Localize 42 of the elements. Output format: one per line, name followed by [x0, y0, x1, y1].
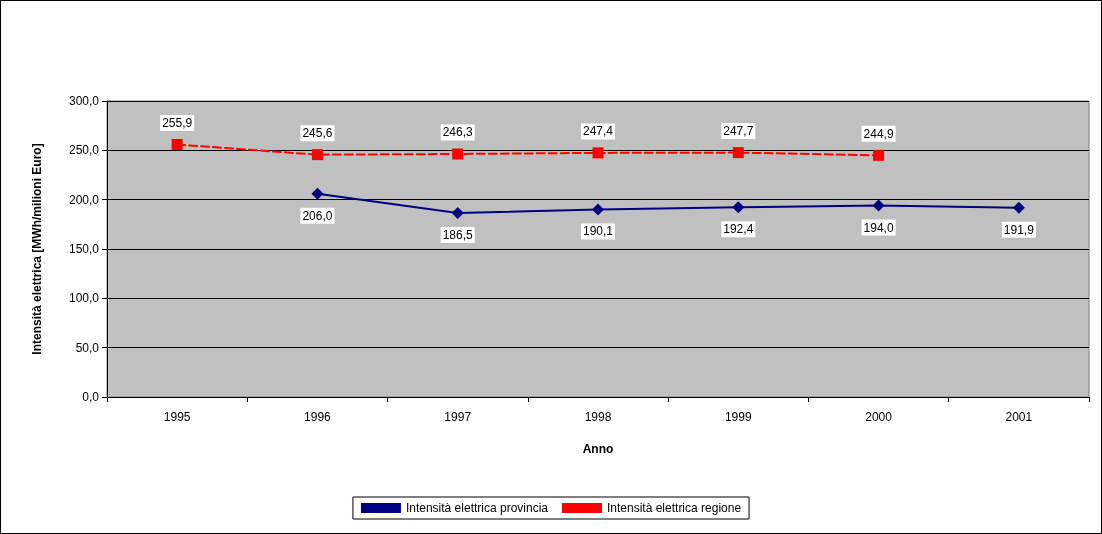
point — [592, 147, 604, 159]
data-label: 186,5 — [442, 227, 474, 242]
y-tick-label: 250,0 — [68, 143, 100, 158]
point — [311, 149, 323, 161]
legend-label: Intensità elettrica regione — [607, 501, 742, 515]
point — [873, 149, 885, 161]
data-label: 245,6 — [302, 126, 333, 141]
data-label: 194,0 — [863, 220, 894, 235]
x-tick-label: 1995 — [163, 410, 191, 424]
point — [452, 148, 464, 160]
x-tick-label: 1996 — [304, 410, 332, 424]
point — [171, 139, 183, 151]
y-tick-label: 0,0 — [82, 390, 100, 404]
data-label: 190,1 — [582, 224, 614, 239]
point — [311, 187, 324, 200]
legend-label: Intensità elettrica provincia — [405, 501, 549, 515]
y-tick-label: 300,0 — [68, 94, 100, 108]
point — [732, 201, 745, 214]
data-label: 246,3 — [442, 125, 474, 140]
data-label: 191,9 — [1003, 222, 1035, 237]
y-tick-label: 50,0 — [75, 340, 100, 355]
y-tick-label: 100,0 — [68, 291, 100, 306]
x-tick-label: 2000 — [865, 410, 893, 424]
y-axis-title: Intensità elettrica [MWh/milioni Euro] — [30, 143, 44, 355]
y-tick-label: 200,0 — [68, 192, 100, 207]
x-axis-title: Anno — [582, 442, 614, 456]
point — [872, 199, 885, 212]
point — [592, 203, 604, 216]
x-tick-label: 2001 — [1005, 410, 1033, 424]
x-tick-label: 1999 — [724, 410, 752, 424]
x-tick-label: 1997 — [444, 410, 472, 424]
data-label: 192,4 — [723, 222, 754, 237]
point — [1012, 201, 1025, 214]
data-label: 206,0 — [302, 208, 333, 223]
point — [451, 206, 464, 219]
point — [732, 147, 744, 159]
y-tick-label: 150,0 — [68, 242, 100, 256]
data-label: 247,4 — [582, 124, 614, 139]
data-label: 247,7 — [723, 124, 754, 139]
x-tick-label: 1998 — [584, 410, 612, 424]
data-label: 244,9 — [863, 126, 894, 141]
data-label: 255,9 — [162, 116, 193, 131]
